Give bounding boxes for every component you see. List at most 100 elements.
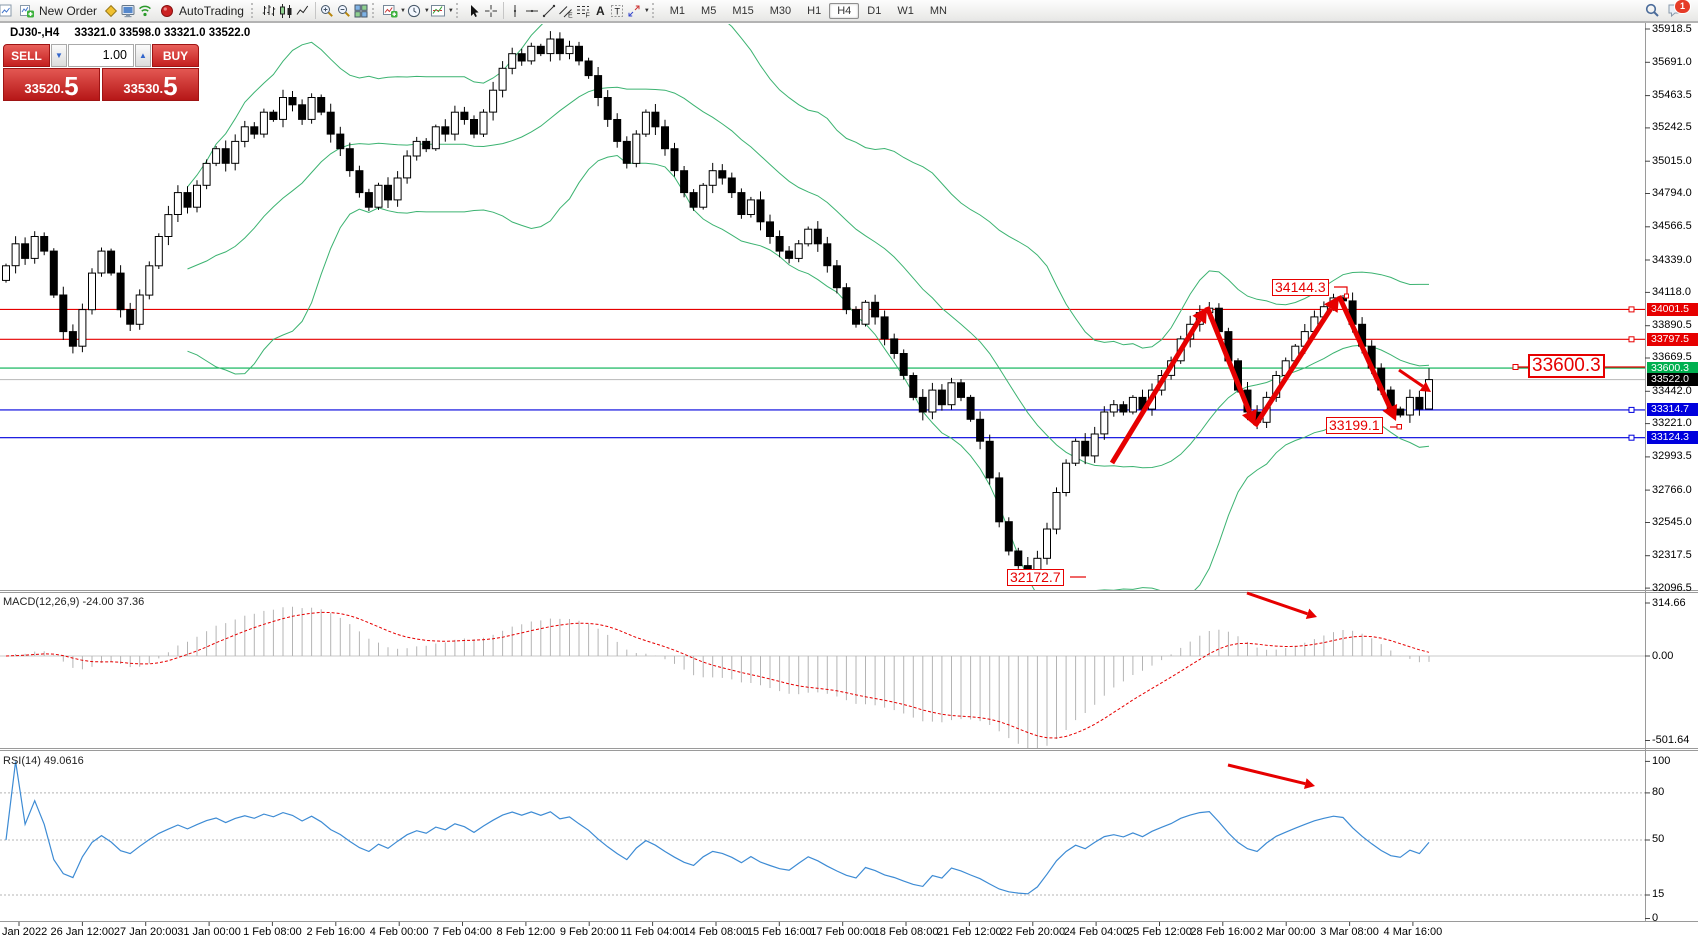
price-tick-label: 34339.0: [1652, 253, 1692, 266]
price-tick-label: 32317.5: [1652, 549, 1692, 562]
hline-handle: [1628, 434, 1635, 441]
arrows-dropdown-caret[interactable]: ▼: [643, 7, 650, 14]
macd-tick-label: 314.66: [1652, 596, 1686, 609]
price-annotation-label[interactable]: 32172.7: [1007, 569, 1064, 586]
hline-handle: [1628, 336, 1635, 343]
time-axis-label: Jan 2022: [2, 926, 48, 938]
buy-price-main: 33530.: [123, 81, 164, 96]
horizontal-line-icon[interactable]: [524, 2, 541, 19]
timeframe-button-m30[interactable]: M30: [769, 4, 792, 17]
new-order-button[interactable]: New Order: [13, 1, 102, 20]
tile-windows-icon[interactable]: [353, 2, 370, 19]
hline-handle: [1628, 306, 1635, 313]
price-tick-label: 34118.0: [1652, 285, 1691, 298]
price-tick-label: 32993.5: [1652, 450, 1692, 463]
text-label-icon[interactable]: T: [609, 2, 626, 19]
main-toolbar: New Order AutoTrading: [0, 0, 1698, 22]
price-badge: 33522.0: [1647, 373, 1698, 387]
terminal-icon[interactable]: [119, 2, 136, 19]
timeframe-button-m15[interactable]: M15: [732, 4, 754, 17]
fibonacci-icon[interactable]: F: [575, 2, 592, 19]
sell-price-box[interactable]: 33520. 5: [3, 68, 100, 101]
template-dropdown-caret[interactable]: ▼: [447, 7, 454, 14]
arrows-objects-icon[interactable]: [626, 2, 643, 19]
bollinger-upper: [187, 24, 1429, 349]
time-axis-label: 4 Mar 16:00: [1383, 926, 1443, 938]
notifications-chat-icon[interactable]: 1: [1667, 0, 1691, 20]
timeframe-button-m5[interactable]: M5: [701, 4, 717, 17]
svg-text:T: T: [615, 6, 621, 16]
rsi-tick-label: 80: [1652, 786, 1665, 799]
time-axis-label: 26 Jan 12:00: [50, 926, 115, 938]
profiles-clock-icon[interactable]: [406, 2, 423, 19]
price-tick-label: 32545.0: [1652, 515, 1692, 528]
metaeditor-icon[interactable]: [102, 2, 119, 19]
zoom-out-icon[interactable]: [336, 2, 353, 19]
rsi-tick-label: 0: [1652, 912, 1659, 925]
time-axis-label: 21 Feb 12:00: [936, 926, 1002, 938]
toolbar-grip[interactable]: [455, 3, 462, 18]
time-axis-label: 27 Jan 20:00: [113, 926, 178, 938]
volume-input[interactable]: 1.00: [68, 44, 134, 67]
window-chart-icon[interactable]: [0, 2, 13, 19]
equidistant-channel-icon[interactable]: E: [558, 2, 575, 19]
text-icon[interactable]: A: [592, 2, 609, 19]
price-annotation-label[interactable]: 33600.3: [1528, 354, 1605, 378]
toolbar-grip[interactable]: [371, 3, 378, 18]
line-chart-icon[interactable]: [295, 2, 312, 19]
price-tick-label: 32096.5: [1652, 581, 1692, 594]
time-axis-label: 22 Feb 20:00: [1000, 926, 1066, 938]
price-tick-label: 35918.5: [1652, 22, 1692, 35]
svg-text:F: F: [586, 12, 590, 19]
new-order-icon: [18, 2, 35, 19]
chart-symbol-period: DJ30-,H4: [10, 27, 60, 39]
new-chart-dropdown-caret[interactable]: ▼: [399, 7, 406, 14]
rsi-label: RSI(14) 49.0616: [3, 755, 84, 767]
bar-chart-icon[interactable]: [261, 2, 278, 19]
sell-button[interactable]: SELL: [3, 44, 50, 67]
sell-price-big-digit: 5: [64, 71, 79, 101]
time-axis-label: 9 Feb 20:00: [559, 926, 619, 938]
notification-badge[interactable]: 1: [1674, 0, 1691, 14]
volume-increase-button[interactable]: ▲: [135, 44, 151, 67]
time-axis-label: 15 Feb 16:00: [746, 926, 812, 938]
price-badge: 33314.7: [1647, 403, 1698, 417]
time-axis-label: 14 Feb 08:00: [683, 926, 749, 938]
new-order-label: New Order: [39, 3, 98, 18]
timeframe-button-d1[interactable]: D1: [867, 4, 882, 17]
timeframe-button-w1[interactable]: W1: [897, 4, 914, 17]
new-chart-icon[interactable]: [382, 2, 399, 19]
toolbar-grip[interactable]: [651, 3, 658, 18]
buy-price-box[interactable]: 33530. 5: [102, 68, 199, 101]
candlestick-chart-icon[interactable]: [278, 2, 295, 19]
chart-template-icon[interactable]: [430, 2, 447, 19]
timeframe-button-h4[interactable]: H4: [829, 2, 860, 19]
time-axis-label: 4 Feb 00:00: [369, 926, 429, 938]
price-annotation-label[interactable]: 33199.1: [1326, 417, 1383, 434]
timeframe-button-m1[interactable]: M1: [669, 4, 686, 17]
search-icon[interactable]: [1644, 2, 1661, 19]
main-pane: [0, 24, 1645, 590]
volume-decrease-button[interactable]: ▼: [51, 44, 67, 67]
buy-button[interactable]: BUY: [152, 44, 199, 67]
timeframe-button-h1[interactable]: H1: [807, 4, 822, 17]
price-tick-label: 33221.0: [1652, 417, 1692, 430]
toolbar-grip[interactable]: [250, 3, 257, 18]
profiles-dropdown-caret[interactable]: ▼: [423, 7, 430, 14]
crosshair-icon[interactable]: [483, 2, 500, 19]
sell-price-main: 33520.: [24, 81, 65, 96]
price-tick-label: 35015.0: [1652, 154, 1692, 167]
signals-icon[interactable]: [136, 2, 153, 19]
vertical-line-icon[interactable]: [507, 2, 524, 19]
timeframe-button-mn[interactable]: MN: [929, 4, 947, 17]
macd-pane: [0, 606, 1645, 748]
time-axis-label: 1 Feb 08:00: [243, 926, 302, 938]
annotation-arrow: [1246, 591, 1308, 616]
price-annotation-label[interactable]: 34144.3: [1272, 279, 1329, 296]
one-click-trading-widget: SELL ▼ 1.00 ▲ BUY 33520. 5 33530. 5: [3, 44, 199, 101]
autotrading-button[interactable]: AutoTrading: [153, 1, 249, 20]
zoom-in-icon[interactable]: [319, 2, 336, 19]
cursor-icon[interactable]: [466, 2, 483, 19]
trendline-icon[interactable]: [541, 2, 558, 19]
